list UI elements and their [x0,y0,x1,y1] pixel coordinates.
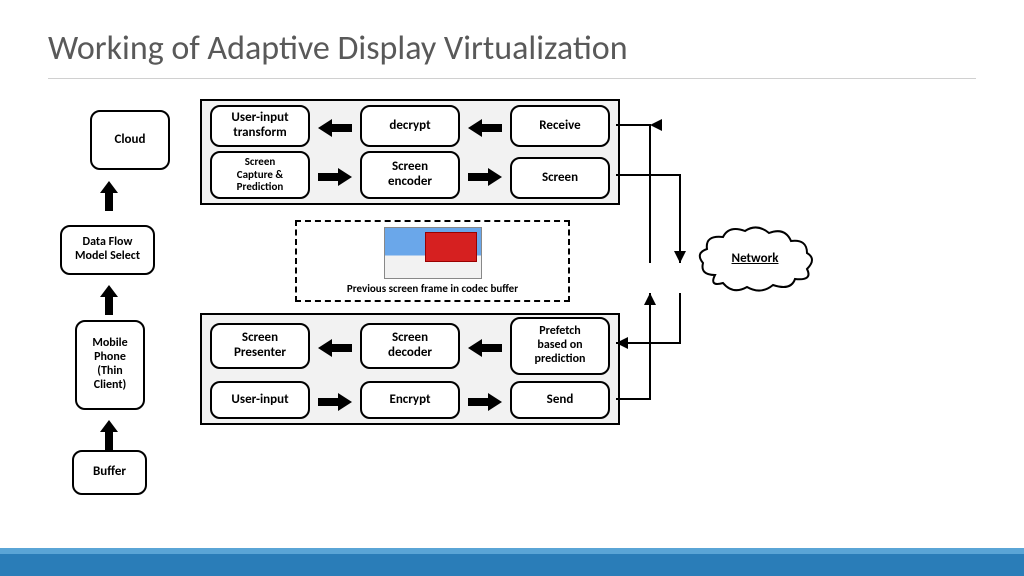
node-cloud: Cloud [90,110,170,170]
arrow [100,181,118,211]
arrow [468,339,502,357]
network-cloud: Network [695,225,815,295]
node-buffer: Buffer [72,450,147,495]
arrow [468,168,502,186]
node-screen-encoder: Screenencoder [360,151,460,199]
screen-thumbnail [385,228,481,278]
footer-main [0,554,1024,576]
node-encrypt: Encrypt [360,381,460,419]
slide: Working of Adaptive Display Virtualizati… [0,0,1024,576]
arrow [100,285,118,315]
node-user-input-transform: User-inputtransform [210,105,310,147]
arrow [100,420,118,450]
codec-caption: Previous screen frame in codec buffer [347,282,518,295]
arrow [318,168,352,186]
slide-title: Working of Adaptive Display Virtualizati… [48,28,628,69]
arrow [318,119,352,137]
footer-bar [0,548,1024,576]
node-screen: Screen [510,157,610,199]
node-prefetch: Prefetchbased onprediction [510,317,610,375]
node-receive: Receive [510,105,610,147]
network-label: Network [695,251,815,266]
codec-buffer-panel: Previous screen frame in codec buffer [295,220,570,302]
node-screen-capture: ScreenCapture &Prediction [210,151,310,199]
arrow [468,119,502,137]
arrow [318,393,352,411]
node-user-input: User-input [210,381,310,419]
node-mobile-thin-client: MobilePhone(ThinClient) [75,320,145,410]
arrow [318,339,352,357]
diagram-canvas: Previous screen frame in codec buffer Cl… [60,95,940,525]
node-screen-presenter: ScreenPresenter [210,323,310,369]
node-screen-decoder: Screendecoder [360,323,460,369]
title-rule [48,78,976,79]
node-dataflow-model: Data FlowModel Select [60,225,155,275]
arrow [468,393,502,411]
node-decrypt: decrypt [360,105,460,147]
node-send: Send [510,381,610,419]
